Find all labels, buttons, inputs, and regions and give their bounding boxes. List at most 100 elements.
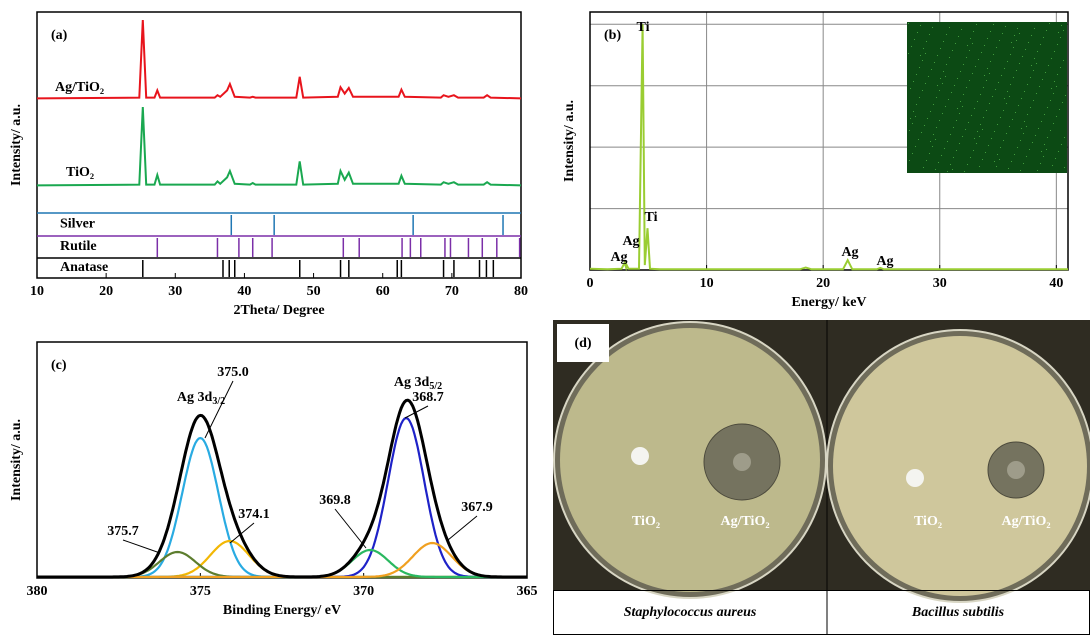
map-dot [1052, 165, 1053, 166]
map-dot [1060, 67, 1061, 68]
map-dot [909, 130, 910, 131]
map-dot [1051, 88, 1052, 89]
peak-label-main: Ag 3d [394, 375, 430, 390]
map-dot [1016, 70, 1017, 71]
map-dot [1042, 79, 1043, 80]
plot-frame [36, 341, 528, 579]
map-dot [1001, 75, 1002, 76]
map-dot [968, 122, 969, 123]
map-dot [932, 146, 933, 147]
map-dot [1027, 114, 1028, 115]
map-dot [1026, 126, 1027, 127]
plate-label: TiO₂ [632, 514, 660, 529]
map-dot [957, 108, 958, 109]
map-dot [1063, 30, 1064, 31]
map-dot [913, 81, 914, 82]
map-dot [934, 62, 935, 63]
map-dot [912, 123, 913, 124]
map-dot [962, 106, 963, 107]
map-dot [959, 143, 960, 144]
x-tick-label: 80 [514, 284, 528, 299]
map-dot [1034, 28, 1035, 29]
map-dot [973, 31, 974, 32]
peak-value-label: 368.7 [412, 390, 444, 405]
map-dot [923, 167, 924, 168]
map-dot [935, 169, 936, 170]
map-dot [1014, 154, 1015, 155]
map-dot [1019, 33, 1020, 34]
map-dot [1025, 49, 1026, 50]
map-dot [1010, 84, 1011, 85]
map-dot [970, 38, 971, 39]
map-dot [1009, 96, 1010, 97]
panel-label-box [557, 324, 609, 362]
map-dot [1061, 144, 1062, 145]
map-dot [956, 120, 957, 121]
map-dot [936, 127, 937, 128]
map-dot [1005, 26, 1006, 27]
peak-value-label: 374.1 [238, 507, 270, 522]
map-dot [953, 127, 954, 128]
x-tick-label: 40 [1049, 276, 1063, 291]
leader-line [334, 508, 367, 549]
series-label: TiO₂ [66, 165, 94, 180]
x-tick-label: 50 [307, 284, 321, 299]
map-dot [943, 71, 944, 72]
map-dot [908, 53, 909, 54]
y-axis-label: Intensity/ a.u. [9, 104, 24, 186]
map-dot [1054, 51, 1055, 52]
map-dot [960, 71, 961, 72]
map-dot [932, 27, 933, 28]
map-dot [970, 157, 971, 158]
map-dot [1033, 70, 1034, 71]
peak-annotation: Ti [637, 20, 650, 35]
map-dot [986, 80, 987, 81]
map-dot [1013, 77, 1014, 78]
map-dot [953, 157, 954, 158]
map-dot [1034, 58, 1035, 59]
map-dot [989, 103, 990, 104]
map-dot [964, 171, 965, 172]
peak-label: Ag 3d5/2 [394, 375, 442, 392]
map-dot [1057, 44, 1058, 45]
map-dot [993, 24, 994, 25]
map-dot [1002, 33, 1003, 34]
map-dot [920, 55, 921, 56]
plate-label: TiO₂ [914, 514, 942, 529]
map-dot [1010, 54, 1011, 55]
sample-spot [906, 469, 924, 487]
map-dot [1050, 100, 1051, 101]
x-axis-label: 2Theta/ Degree [233, 303, 324, 318]
map-dot [1044, 114, 1045, 115]
map-dot [933, 134, 934, 135]
map-dot [978, 59, 979, 60]
elemental-map-inset [907, 22, 1067, 173]
map-dot [1064, 137, 1065, 138]
leader-line [447, 515, 478, 541]
map-dot [1022, 56, 1023, 57]
plate-label: Ag/TiO₂ [720, 514, 769, 529]
map-dot [977, 101, 978, 102]
map-dot [984, 75, 985, 76]
x-tick-label: 380 [27, 584, 48, 599]
map-dot [1037, 51, 1038, 52]
map-dot [1007, 61, 1008, 62]
map-dot [924, 125, 925, 126]
map-dot [1038, 128, 1039, 129]
reference-label: Silver [60, 217, 95, 232]
map-dot [1047, 137, 1048, 138]
map-dot [1011, 161, 1012, 162]
map-dot [952, 50, 953, 51]
map-dot [1064, 167, 1065, 168]
series-label: Ag/TiO₂ [55, 80, 104, 95]
peak-value-label: 369.8 [319, 493, 351, 508]
map-dot [986, 110, 987, 111]
peak-value-label: 367.9 [461, 500, 493, 515]
x-tick-label: 30 [933, 276, 947, 291]
map-dot [1026, 156, 1027, 157]
map-dot [949, 27, 950, 28]
map-dot [1015, 112, 1016, 113]
map-dot [1054, 81, 1055, 82]
map-dot [1003, 140, 1004, 141]
map-dot [915, 146, 916, 147]
